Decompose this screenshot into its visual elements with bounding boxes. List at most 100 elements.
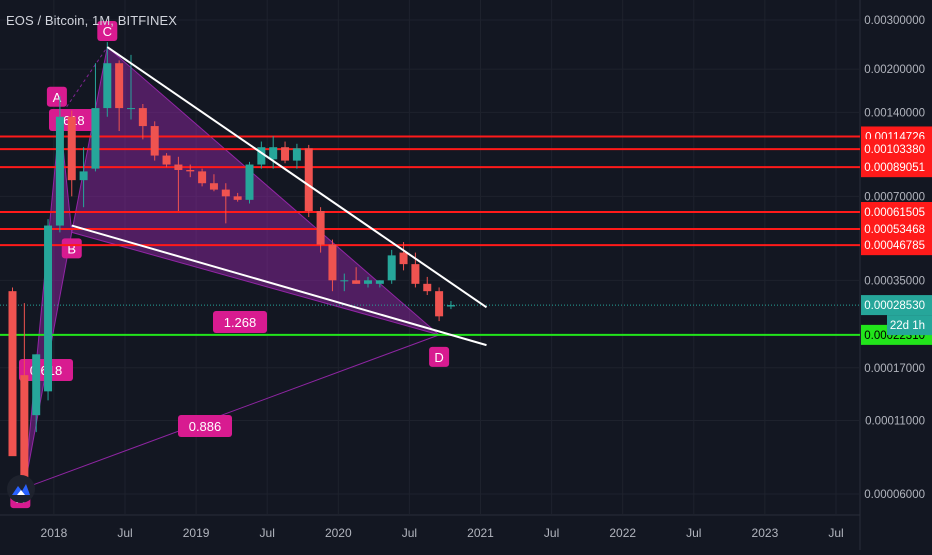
candles — [8, 42, 455, 491]
y-tick-label: 0.00017000 — [864, 363, 925, 375]
candle — [20, 303, 29, 491]
candle-body — [233, 196, 242, 200]
candle-body — [411, 264, 420, 284]
ratio-label-text: 1.268 — [224, 315, 257, 330]
current-price-label-bg — [861, 295, 932, 316]
ratio-label-bg — [178, 415, 232, 437]
x-tick-label: Jul — [402, 526, 417, 540]
resistance-price-label-bg — [861, 235, 932, 256]
point-label-bg — [61, 238, 82, 259]
candle-body — [435, 291, 444, 317]
countdown-label: 22d 1h — [887, 315, 932, 336]
candle-body — [375, 280, 384, 284]
candle-body — [32, 354, 41, 416]
y-tick-label: 0.00140000 — [864, 107, 925, 119]
candle-body — [174, 164, 183, 170]
candle-body — [91, 108, 100, 169]
candle — [352, 267, 361, 284]
candle — [292, 143, 301, 169]
current-price-label-text: 0.00028530 — [864, 300, 925, 312]
resistance-price-label-text: 0.00053468 — [864, 224, 925, 236]
candle — [316, 207, 325, 253]
y-tick-label: 0.00200000 — [864, 64, 925, 76]
trendline — [71, 224, 487, 347]
candle — [91, 63, 100, 172]
resistance-price-label-text: 0.00046785 — [864, 240, 925, 252]
tradingview-logo-icon[interactable] — [7, 475, 35, 503]
resistance-price-label: 0.00053468 — [861, 218, 932, 239]
candle-body — [186, 169, 195, 172]
resistance-price-label-text: 0.00103380 — [864, 144, 925, 156]
candle — [328, 239, 337, 292]
ratio-label: 1.268 — [213, 311, 267, 333]
trendline — [106, 46, 488, 309]
ratio-label-bg — [213, 311, 267, 333]
point-label-text: D — [434, 350, 443, 365]
x-tick-label: Jul — [686, 526, 701, 540]
candle — [387, 249, 396, 284]
ratio-label: 0.886 — [178, 415, 232, 437]
point-label-bg — [429, 346, 450, 367]
candle — [44, 219, 53, 401]
y-tick-label: 0.00006000 — [864, 489, 925, 501]
pattern-point-b: B — [61, 238, 82, 259]
candle — [446, 301, 455, 310]
resistance-price-label-text: 0.00089051 — [864, 162, 925, 174]
candle — [269, 136, 278, 169]
resistance-price-label-bg — [861, 139, 932, 160]
candle-body — [67, 116, 76, 181]
x-tick-label: Jul — [260, 526, 275, 540]
candle-body — [352, 280, 361, 284]
point-label-text: C — [103, 24, 112, 39]
candle — [32, 354, 41, 433]
pattern-triangle-bcd — [71, 46, 440, 336]
candle — [364, 276, 372, 288]
x-tick-label: 2020 — [325, 526, 352, 540]
ratio-label-text: 0.886 — [189, 419, 222, 434]
candle-body — [221, 189, 230, 197]
candle-body — [316, 211, 325, 245]
candle-body — [269, 147, 278, 160]
point-label-bg — [97, 21, 118, 42]
candle-body — [20, 375, 29, 491]
candle — [209, 174, 218, 192]
candle-body — [423, 283, 432, 292]
candle-body — [292, 148, 301, 161]
candle — [174, 156, 183, 212]
resistance-price-label-bg — [861, 218, 932, 239]
candle-body — [127, 108, 135, 110]
resistance-price-label: 0.00061505 — [861, 202, 932, 223]
symbol-title: EOS / Bitcoin, 1M, BITFINEX — [6, 13, 178, 28]
candle — [221, 183, 230, 224]
candle-body — [44, 225, 53, 392]
x-tick-label: 2022 — [609, 526, 636, 540]
candle-body — [8, 291, 17, 457]
point-label-bg — [46, 86, 67, 107]
resistance-price-label-bg — [861, 157, 932, 178]
candle — [435, 287, 444, 322]
resistance-price-label: 0.00089051 — [861, 157, 932, 178]
candle-body — [257, 147, 266, 165]
candle-body — [446, 305, 455, 307]
pattern-line-xd — [24, 334, 440, 489]
candle-body — [245, 164, 254, 200]
candle-body — [150, 126, 159, 156]
pattern-point-c: C — [97, 21, 118, 42]
candle-body — [340, 280, 349, 282]
candle — [245, 161, 254, 204]
candle — [198, 168, 207, 187]
candle-body — [209, 183, 218, 190]
candle — [423, 276, 432, 296]
candle-body — [103, 63, 112, 109]
candle-body — [138, 108, 147, 127]
x-tick-label: Jul — [117, 526, 132, 540]
resistance-price-label: 0.00046785 — [861, 235, 932, 256]
countdown-bg — [887, 315, 932, 336]
pattern-line-ac — [59, 46, 108, 118]
candle — [138, 103, 147, 140]
x-tick-label: Jul — [828, 526, 843, 540]
candle — [150, 121, 159, 161]
